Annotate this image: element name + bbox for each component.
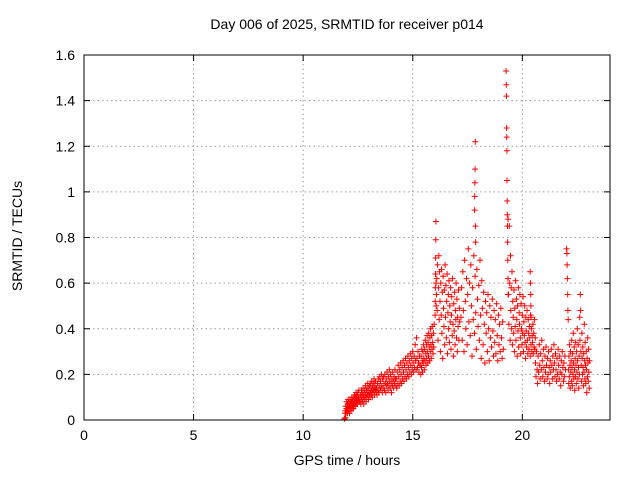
x-tick-label: 20 [515, 427, 531, 443]
x-tick-label: 0 [80, 427, 88, 443]
plot-border [83, 54, 611, 421]
y-tick-label: 1.6 [56, 47, 76, 63]
chart-title: Day 006 of 2025, SRMTID for receiver p01… [210, 16, 484, 32]
y-tick-label: 0.8 [56, 230, 76, 246]
scatter-points-series [341, 68, 593, 422]
x-tick-label: 5 [190, 427, 198, 443]
y-tick-label: 1.4 [56, 93, 76, 109]
x-axis-label: GPS time / hours [293, 452, 401, 468]
y-tick-label: 1.2 [56, 138, 76, 154]
y-tick-label: 1 [67, 184, 75, 200]
y-tick-label: 0 [67, 412, 75, 428]
y-tick-label: 0.6 [56, 275, 76, 291]
x-tick-label: 15 [405, 427, 421, 443]
y-tick-label: 0.2 [56, 366, 76, 382]
x-tick-label: 10 [295, 427, 311, 443]
y-tick-label: 0.4 [56, 321, 76, 337]
y-axis-label: SRMTID / TECUs [9, 180, 25, 292]
